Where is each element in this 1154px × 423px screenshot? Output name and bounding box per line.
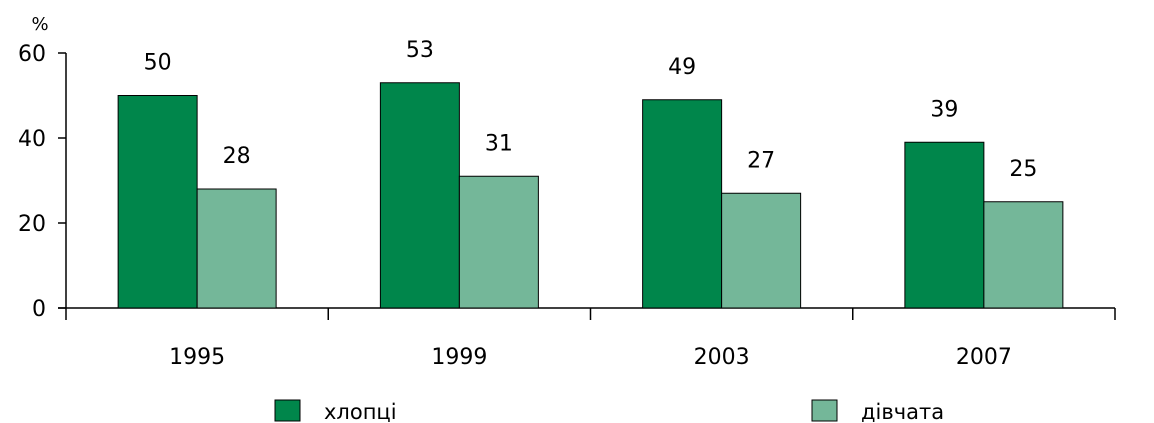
y-tick-label: 20 [18, 212, 46, 237]
bar-series-1 [904, 141, 985, 309]
legend: хлопці дівчата [274, 399, 944, 423]
bar-series-2 [196, 188, 277, 309]
data-label: 27 [747, 148, 775, 173]
legend-label: дівчата [861, 400, 944, 423]
y-unit-label: % [31, 14, 48, 35]
y-tick-label: 60 [18, 42, 46, 67]
bar-series-1 [379, 82, 460, 309]
bar-series-2 [721, 192, 802, 309]
x-tick-label: 1995 [169, 345, 225, 370]
data-label: 49 [668, 55, 696, 80]
data-label: 39 [930, 97, 958, 122]
axes: % 0 20 40 60 1995 1999 2003 2007 [18, 14, 1116, 370]
x-tick-label: 2007 [956, 345, 1012, 370]
bar-series-2 [458, 175, 539, 309]
y-tick-label: 40 [18, 127, 46, 152]
data-label: 25 [1009, 157, 1037, 182]
y-tick-label: 0 [32, 297, 46, 322]
x-tick-label: 2003 [694, 345, 750, 370]
data-label: 28 [223, 144, 251, 169]
data-label: 50 [144, 51, 172, 76]
legend-swatch [274, 399, 301, 422]
data-label: 31 [485, 131, 513, 156]
data-label: 53 [406, 38, 434, 63]
legend-label: хлопці [324, 400, 397, 423]
legend-swatch [811, 399, 838, 422]
bars [117, 82, 1064, 309]
bar-series-1 [642, 99, 723, 309]
bar-series-2 [983, 201, 1064, 309]
data-labels: 50 28 53 31 49 27 39 25 [144, 38, 1038, 182]
bar-series-1 [117, 95, 198, 309]
x-tick-label: 1999 [431, 345, 487, 370]
